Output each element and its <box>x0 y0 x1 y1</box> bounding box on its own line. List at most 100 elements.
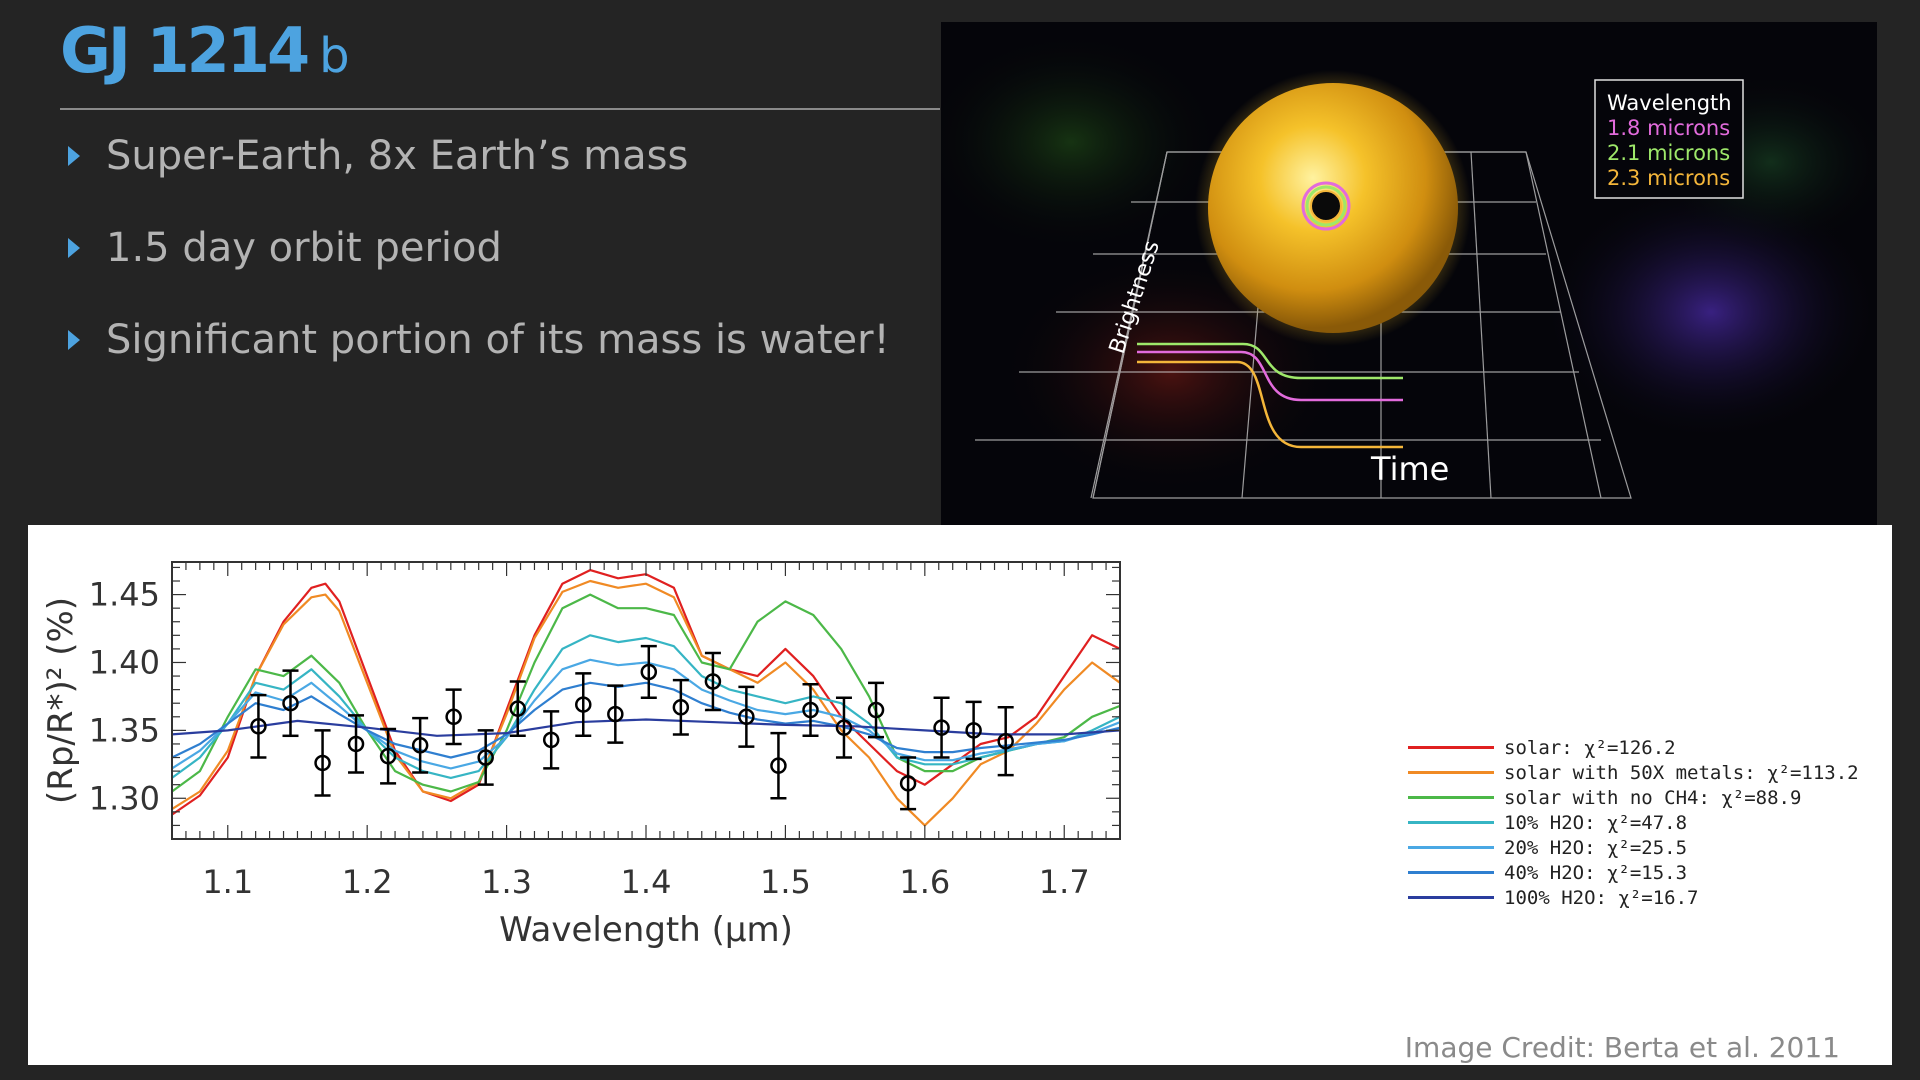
legend-label: solar with 50X metals: χ²=113.2 <box>1504 761 1859 784</box>
data-point <box>542 731 560 749</box>
x-tick-label: 1.6 <box>899 863 950 901</box>
wavelength-legend-item: 2.3 microns <box>1607 166 1730 190</box>
plot-frame <box>171 561 1121 840</box>
image-credit: Image Credit: Berta et al. 2011 <box>1404 1031 1840 1064</box>
bullet-text: Super-Earth, 8x Earth’s mass <box>106 133 689 179</box>
data-point <box>379 747 397 765</box>
data-point <box>835 719 853 736</box>
legend-swatch <box>1408 746 1494 749</box>
legend-swatch <box>1408 796 1494 799</box>
data-point <box>411 737 429 754</box>
x-tick-label: 1.3 <box>481 863 532 901</box>
data-point <box>640 663 658 681</box>
observation-layer <box>250 644 1014 811</box>
ticks-layer: 1.1 1.2 1.3 1.4 1.5 1.6 1.7 1.30 1.35 1.40 1.45 <box>89 562 1121 901</box>
transit-illustration: Brightness Time Wavelength 1.8 microns 2… <box>941 22 1877 547</box>
y-tick-label: 1.35 <box>89 711 160 749</box>
legend-label: 100% H2O: χ²=16.7 <box>1504 886 1699 909</box>
legend-item: 100% H2O: χ²=16.7 <box>1408 885 1859 910</box>
bullet-arrow-icon <box>68 330 80 350</box>
data-point <box>997 732 1014 750</box>
legend-label: solar with no CH4: χ²=88.9 <box>1504 786 1802 809</box>
x-tick-label: 1.7 <box>1039 863 1090 901</box>
series-line <box>171 658 1121 770</box>
data-point <box>445 708 462 726</box>
series-line <box>171 593 1121 793</box>
time-axis-label: Time <box>1370 450 1449 488</box>
data-point <box>770 757 787 774</box>
data-point <box>347 735 365 753</box>
data-point <box>867 701 885 719</box>
data-point <box>575 696 592 713</box>
bullet-item: Super-Earth, 8x Earth’s mass <box>60 128 920 184</box>
x-tick-label: 1.5 <box>760 863 811 901</box>
data-point <box>704 673 722 690</box>
chart-legend: solar: χ²=126.2 solar with 50X metals: χ²… <box>1408 735 1859 910</box>
legend-label: 40% H2O: χ²=15.3 <box>1504 861 1688 884</box>
data-point <box>738 708 755 726</box>
slide-title-main: GJ 1214 <box>60 14 310 87</box>
data-point <box>509 700 526 717</box>
series-line <box>171 569 1121 816</box>
legend-item: solar with 50X metals: χ²=113.2 <box>1408 760 1859 785</box>
data-point <box>250 718 267 735</box>
wavelength-legend-item: 1.8 microns <box>1607 116 1730 140</box>
legend-swatch <box>1408 871 1494 874</box>
bullet-item: Significant portion of its mass is water… <box>60 312 920 368</box>
legend-swatch <box>1408 846 1494 849</box>
y-tick-label: 1.30 <box>89 779 160 817</box>
x-tick-label: 1.4 <box>621 863 672 901</box>
legend-item: 10% H2O: χ²=47.8 <box>1408 810 1859 835</box>
legend-label: 10% H2O: χ²=47.8 <box>1504 811 1688 834</box>
bullet-text: 1.5 day orbit period <box>106 225 502 271</box>
legend-item: solar: χ²=126.2 <box>1408 735 1859 760</box>
x-tick-label: 1.2 <box>342 863 393 901</box>
legend-item: 40% H2O: χ²=15.3 <box>1408 860 1859 885</box>
data-point <box>477 749 494 766</box>
transit-illustration-svg: Brightness Time Wavelength 1.8 microns 2… <box>941 32 1877 499</box>
planet-ring-1.8 <box>1301 181 1351 231</box>
planet-ring-2.1 <box>1305 185 1347 227</box>
lightcurve-1.8 <box>1137 350 1403 402</box>
planet-disk <box>1310 190 1342 222</box>
legend-item: 20% H2O: χ²=25.5 <box>1408 835 1859 860</box>
data-point <box>802 701 819 719</box>
x-tick-label: 1.1 <box>202 863 253 901</box>
bullet-text: Significant portion of its mass is water… <box>106 317 890 363</box>
bullet-item: 1.5 day orbit period <box>60 220 920 276</box>
lightcurve-2.3 <box>1137 360 1403 449</box>
data-point <box>314 754 331 772</box>
legend-item: solar with no CH4: χ²=88.9 <box>1408 785 1859 810</box>
y-tick-label: 1.40 <box>89 643 160 681</box>
y-tick-label: 1.45 <box>89 576 160 614</box>
legend-swatch <box>1408 821 1494 824</box>
legend-swatch <box>1408 896 1494 899</box>
series-line <box>171 681 1121 759</box>
lightcurve-2.1 <box>1137 342 1403 380</box>
data-point <box>965 722 982 739</box>
legend-swatch <box>1408 771 1494 774</box>
data-point <box>899 775 917 792</box>
bullet-list: Super-Earth, 8x Earth’s mass 1.5 day orb… <box>60 128 920 404</box>
legend-label: 20% H2O: χ²=25.5 <box>1504 836 1688 859</box>
data-point <box>282 694 299 712</box>
title-divider <box>60 108 940 110</box>
series-line <box>171 579 1121 827</box>
data-point <box>607 705 624 723</box>
wavelength-legend-title: Wavelength <box>1607 91 1732 115</box>
series-layer <box>171 569 1121 827</box>
wavelength-legend-item: 2.1 microns <box>1607 141 1730 165</box>
data-point <box>672 699 690 716</box>
y-axis-label: (Rp/R*)² (%) <box>41 597 81 804</box>
slide-title: GJ 1214 b <box>60 14 350 87</box>
series-line <box>171 634 1121 779</box>
x-axis-label: Wavelength (μm) <box>499 910 793 950</box>
bullet-arrow-icon <box>68 146 80 166</box>
series-line <box>171 718 1121 737</box>
spectrum-panel: 1.1 1.2 1.3 1.4 1.5 1.6 1.7 1.30 1.35 1.40 1.45 Wa… <box>28 525 1892 1065</box>
transmission-spectrum-chart: 1.1 1.2 1.3 1.4 1.5 1.6 1.7 1.30 1.35 1.40 1.45 Wa… <box>41 561 1121 950</box>
slide-title-suffix: b <box>319 28 350 84</box>
nebula-green <box>941 32 1221 252</box>
legend-label: solar: χ²=126.2 <box>1504 736 1676 759</box>
wavelength-legend-box <box>1594 79 1744 199</box>
